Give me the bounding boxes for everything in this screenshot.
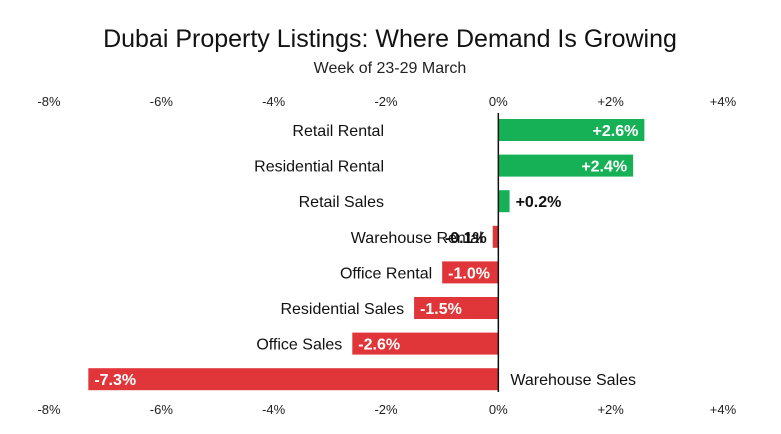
top-tick-label: +4%	[710, 94, 737, 109]
value-label: -7.3%	[94, 372, 136, 389]
category-label: Warehouse Sales	[510, 372, 636, 389]
category-label: Retail Sales	[299, 194, 384, 211]
bar	[492, 225, 499, 248]
bar	[442, 261, 499, 284]
bottom-tick-label: +2%	[597, 402, 624, 417]
category-label: Warehouse Rental	[351, 230, 483, 247]
bar	[352, 332, 499, 355]
value-labels: +2.6% +2.4% +0.2% -0.1% -1.0% -1.5% -2.6% -7.3%	[94, 123, 638, 389]
top-tick-label: 0%	[489, 94, 508, 109]
category-label: Office Sales	[256, 337, 342, 354]
value-label: -2.6%	[358, 337, 400, 354]
bottom-axis-ticks: -8% -6% -4% -2% 0% +2% +4%	[37, 402, 736, 417]
bar	[414, 297, 499, 319]
top-axis-ticks: -8% -6% -4% -2% 0% +2% +4%	[37, 94, 736, 109]
category-label: Retail Rental	[292, 123, 384, 140]
bottom-tick-label: -8%	[37, 402, 61, 417]
bars	[88, 119, 645, 391]
top-tick-label: -6%	[150, 94, 174, 109]
value-label: +2.6%	[593, 123, 639, 140]
bar	[498, 154, 634, 177]
value-label: +2.4%	[581, 159, 627, 176]
category-labels: Retail Rental Residential Rental Retail Sa…	[254, 123, 636, 389]
chart-title: Dubai Property Listings: Where Demand Is…	[103, 25, 677, 53]
top-tick-label: -8%	[37, 94, 61, 109]
bar	[88, 368, 499, 391]
chart-subtitle: Week of 23-29 March	[314, 60, 467, 77]
bottom-tick-label: 0%	[489, 402, 508, 417]
bottom-tick-label: -2%	[374, 402, 398, 417]
top-tick-label: +2%	[597, 94, 624, 109]
bar	[498, 119, 645, 141]
bottom-tick-label: +4%	[710, 402, 737, 417]
bar	[498, 190, 510, 213]
category-label: Residential Rental	[254, 159, 384, 176]
value-label: -1.0%	[448, 265, 490, 282]
value-label: -1.5%	[420, 301, 462, 318]
value-label: +0.2%	[516, 194, 562, 211]
bottom-tick-label: -6%	[150, 402, 174, 417]
bottom-tick-label: -4%	[262, 402, 286, 417]
category-label: Office Rental	[340, 265, 432, 282]
top-tick-label: -4%	[262, 94, 286, 109]
category-label: Residential Sales	[280, 301, 404, 318]
top-tick-label: -2%	[374, 94, 398, 109]
value-label: -0.1%	[445, 230, 487, 247]
